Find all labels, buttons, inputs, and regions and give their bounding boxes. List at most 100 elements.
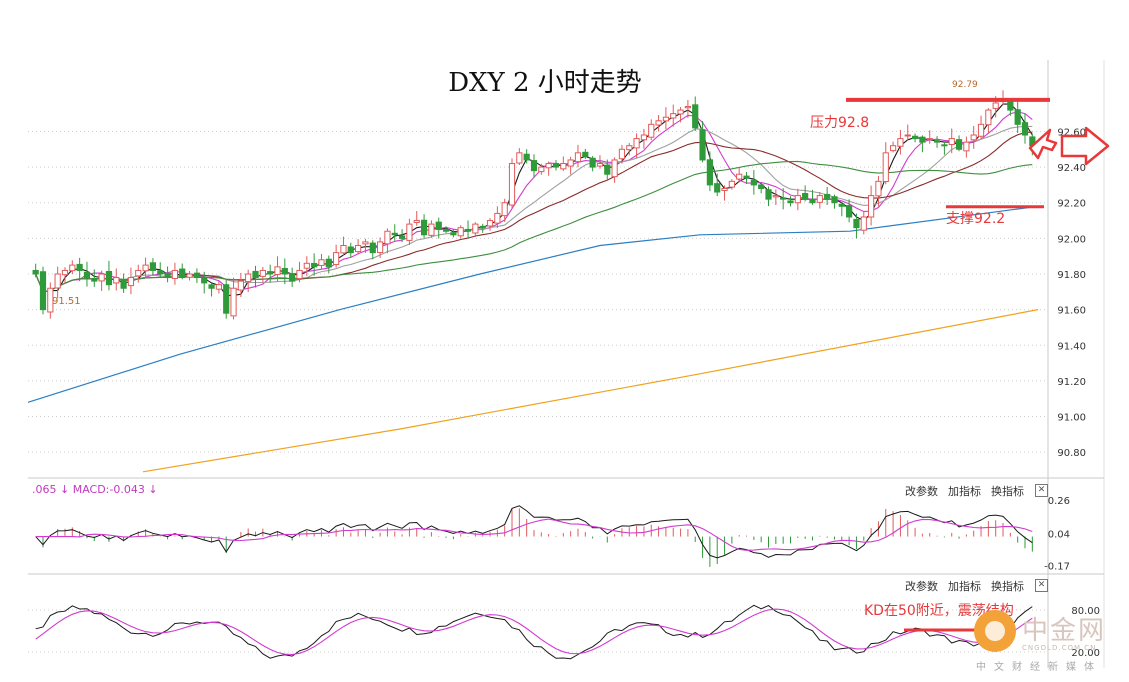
candle-up [303, 262, 310, 269]
candle-down [552, 162, 560, 168]
candle-down [589, 157, 596, 168]
candle-down [714, 183, 721, 193]
candle-down [164, 272, 171, 279]
macd-edit-params-button[interactable]: 改参数 [905, 485, 938, 498]
candle-up [677, 109, 684, 115]
arrow-up-icon [1028, 128, 1058, 160]
candle-up [684, 106, 691, 109]
candle-up [142, 264, 149, 272]
candle-up [648, 123, 655, 138]
candle-down [802, 192, 809, 200]
macd-switch-indicator-button[interactable]: 换指标 [991, 485, 1024, 498]
candle-down [420, 219, 428, 236]
candle-up [567, 159, 574, 167]
macd-legend: .065 ↓ MACD:-0.043 ↓ [32, 483, 158, 496]
price-tick-label: 91.20 [1057, 377, 1086, 388]
candle-down [853, 218, 860, 229]
candle-down [347, 246, 354, 254]
macd-tick-label: 0.26 [1048, 496, 1070, 507]
candle-up [230, 287, 237, 317]
candle-down [281, 267, 288, 275]
candle-up [406, 223, 413, 241]
ma-line-slow [35, 131, 1033, 293]
candle-up [113, 277, 120, 284]
candle-up [61, 269, 69, 276]
candle-up [889, 145, 897, 152]
candle-down [838, 203, 845, 207]
candle-up [728, 180, 735, 188]
candle-down [530, 160, 538, 172]
kd-tick-label: 80.00 [1071, 606, 1100, 617]
kd-close-icon[interactable]: ✕ [1035, 579, 1048, 592]
candle-up [215, 284, 222, 290]
candle-up [640, 134, 648, 141]
candle-down [193, 272, 200, 279]
candle-down [391, 232, 398, 236]
macd-close-icon[interactable]: ✕ [1035, 484, 1048, 497]
candle-up [860, 216, 867, 231]
macd-add-indicator-button[interactable]: 加指标 [948, 485, 981, 498]
resistance-label: 压力92.8 [810, 115, 870, 131]
candle-down [941, 144, 948, 147]
candle-down [706, 159, 713, 186]
candle-up [69, 264, 76, 272]
candle-down [523, 153, 530, 161]
candle-up [501, 202, 508, 217]
macd-tick-label: -0.17 [1044, 561, 1070, 572]
candle-down [809, 199, 816, 204]
candle-up [655, 120, 662, 126]
candle-down [582, 151, 589, 157]
candle-up [508, 163, 516, 206]
candlestick-series [32, 90, 1036, 320]
candle-down [179, 268, 186, 279]
kd-annotation: KD在50附近，震荡结构 [864, 603, 1014, 619]
price-tick-label: 91.40 [1057, 341, 1086, 352]
kd-d-line [35, 608, 1033, 656]
price-tick-label: 92.00 [1057, 234, 1086, 245]
candle-down [787, 200, 794, 204]
candle-up [926, 138, 933, 141]
price-tick-label: 92.20 [1057, 199, 1086, 210]
candle-up [171, 269, 179, 280]
candle-up [611, 159, 618, 178]
support-label: 支撑92.2 [946, 211, 1006, 227]
candle-up [428, 223, 435, 236]
macd-panel: 0.26 0.04 -0.17 [35, 496, 1070, 572]
candle-down [955, 139, 963, 150]
candle-down [289, 273, 296, 282]
candle-up [545, 163, 552, 169]
candle-down [39, 271, 47, 311]
candle-down [750, 179, 757, 186]
candle-up [662, 116, 670, 122]
candle-up [494, 212, 501, 224]
candle-up [413, 220, 420, 223]
candle-down [76, 263, 83, 271]
candle-up [318, 259, 325, 266]
candle-up [816, 195, 823, 203]
kd-tick-label: 20.00 [1071, 648, 1100, 659]
candle-up [618, 148, 626, 160]
candle-up [237, 280, 244, 291]
kd-edit-params-button[interactable]: 改参数 [905, 580, 938, 593]
candle-down [267, 271, 274, 275]
candle-up [47, 287, 54, 313]
support-resistance-lines [846, 97, 1050, 209]
candle-down [369, 242, 376, 254]
candle-down [252, 270, 259, 279]
candle-up [296, 269, 303, 280]
candle-up [970, 134, 977, 141]
candle-down [325, 258, 332, 268]
candle-down [450, 232, 457, 236]
candle-up [897, 138, 904, 147]
candle-up [274, 266, 281, 275]
kd-switch-indicator-button[interactable]: 换指标 [991, 580, 1024, 593]
candle-down [699, 129, 706, 161]
candle-down [831, 196, 838, 204]
price-tick-label: 92.40 [1057, 163, 1086, 174]
candle-up [377, 241, 384, 254]
candle-up [245, 273, 252, 283]
candle-down [758, 184, 765, 189]
price-axis: 92.60 92.40 92.20 92.00 91.80 91.60 91.40 91.20… [1057, 127, 1086, 459]
kd-add-indicator-button[interactable]: 加指标 [948, 580, 981, 593]
